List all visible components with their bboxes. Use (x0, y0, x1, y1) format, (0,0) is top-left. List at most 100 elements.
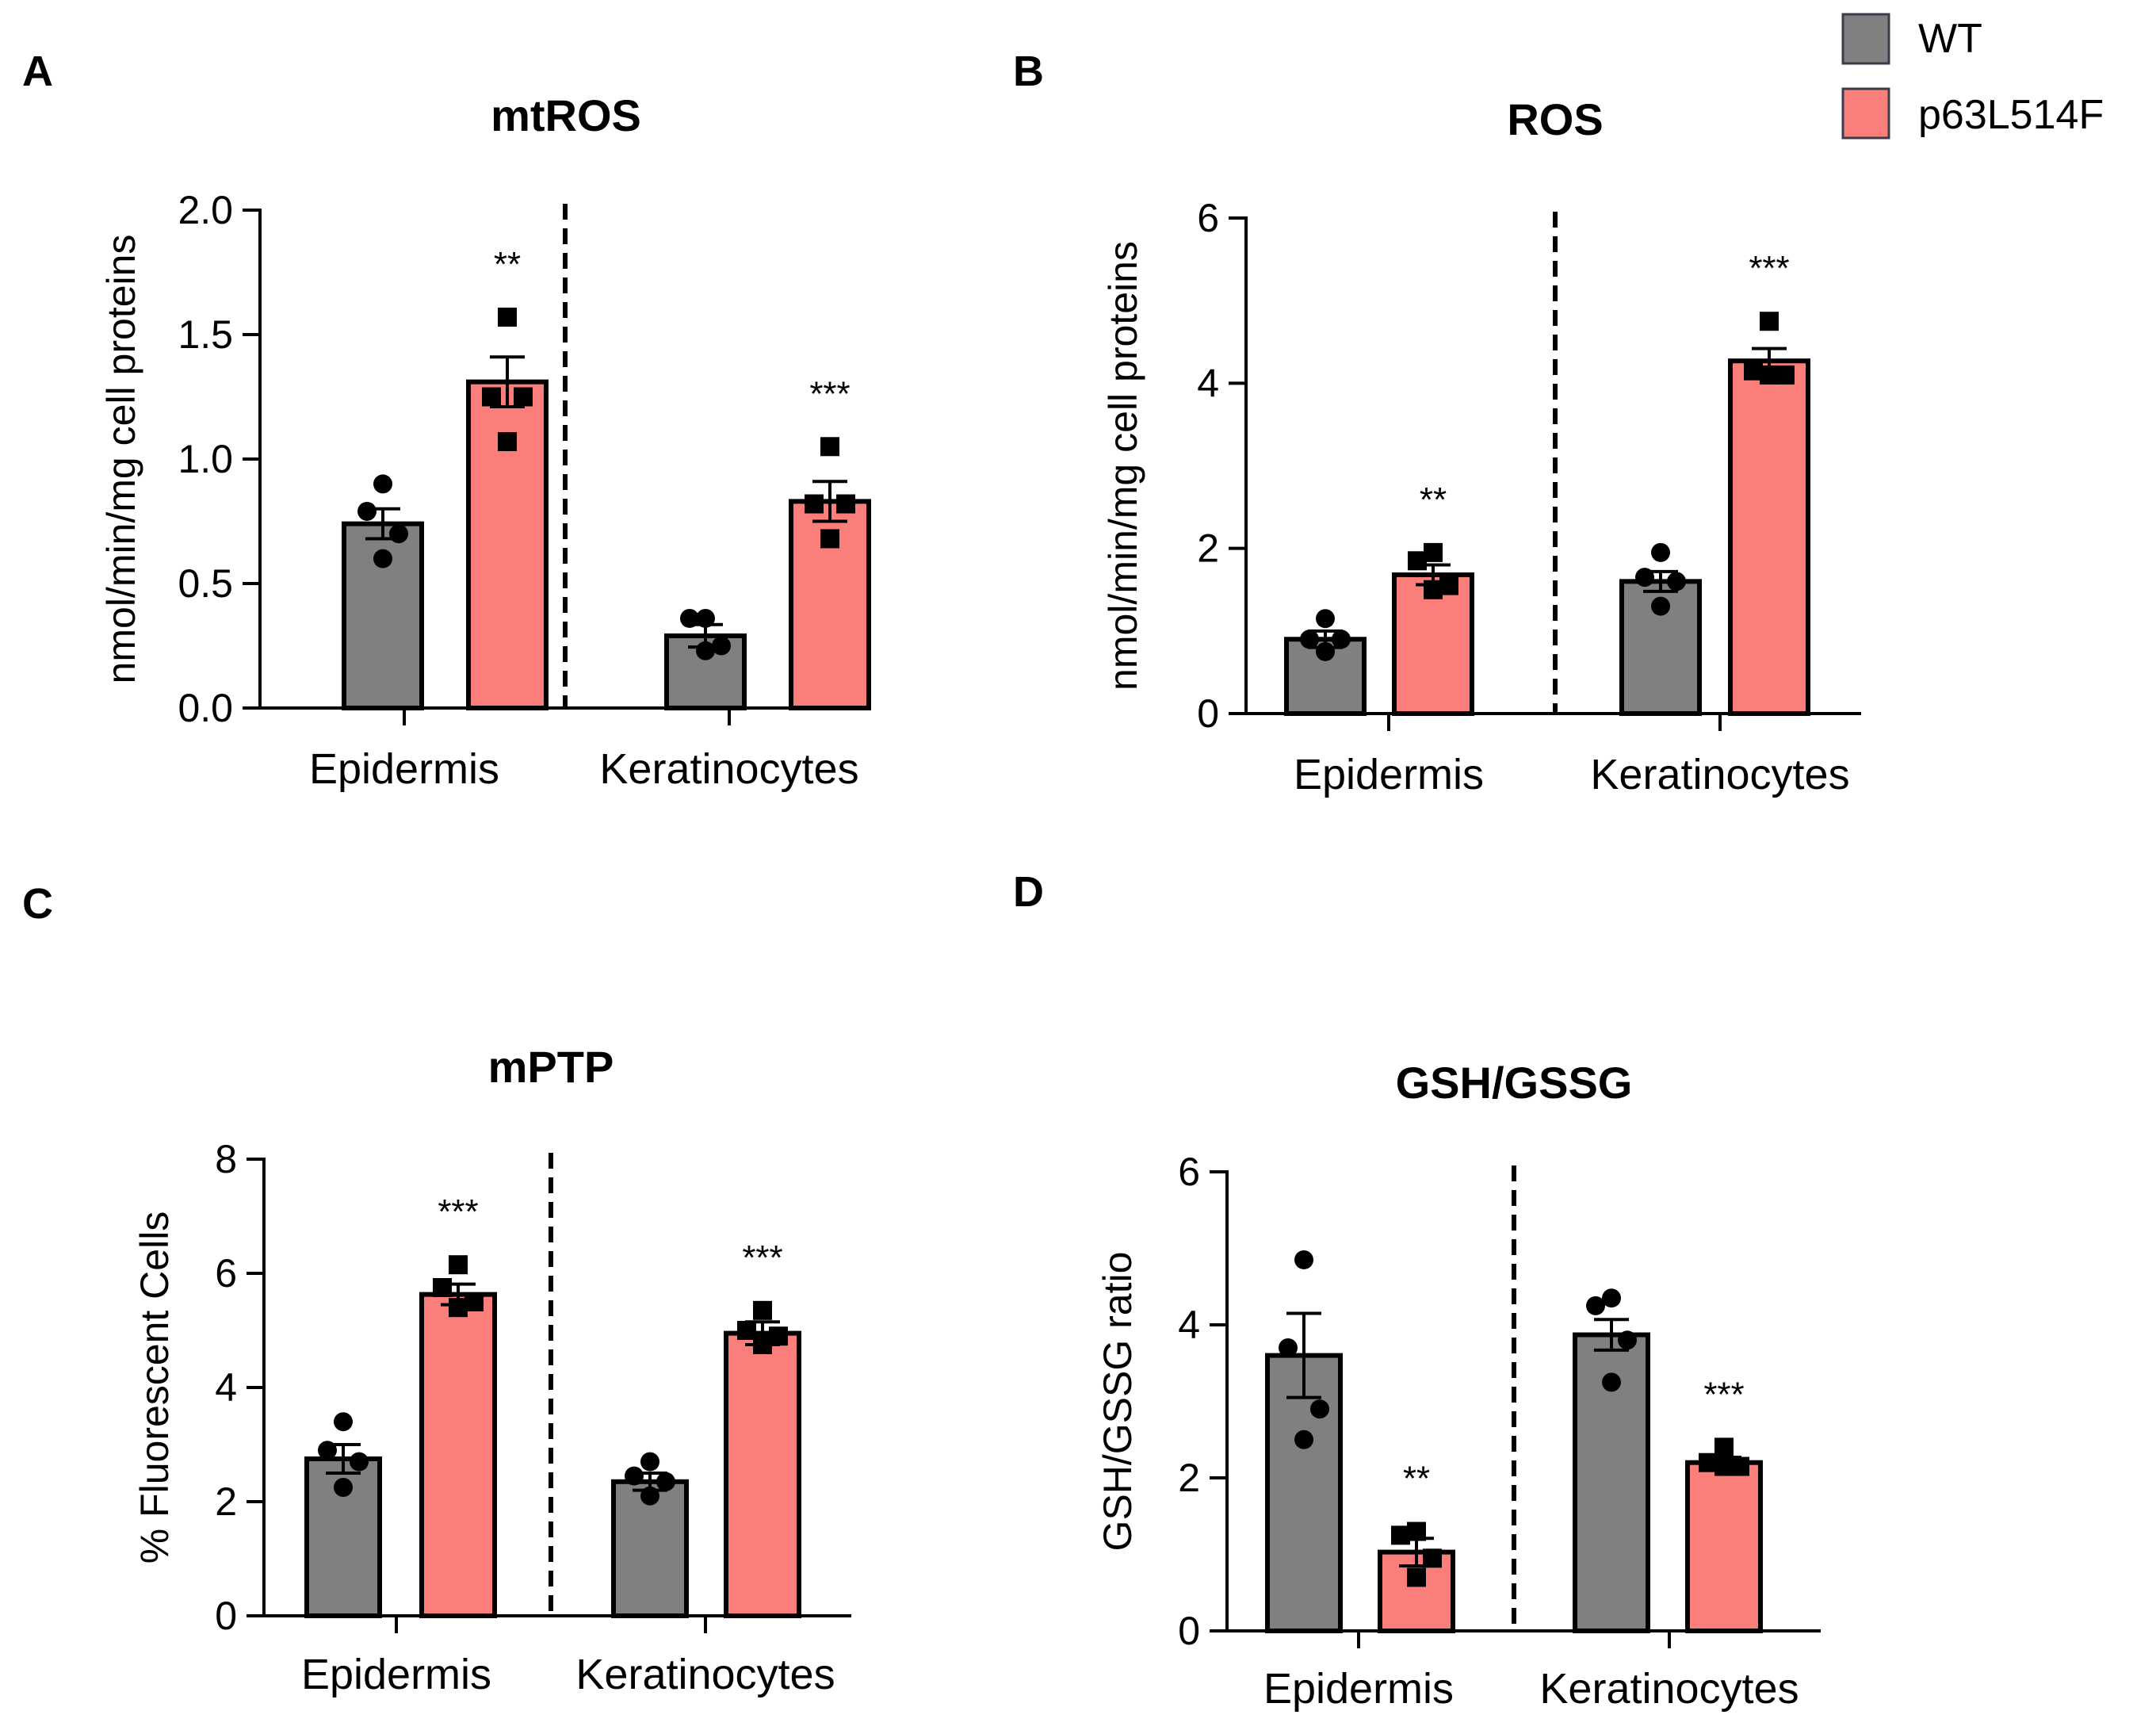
data-point (1316, 641, 1335, 661)
significance-label: ** (1403, 1460, 1430, 1498)
data-point (625, 1466, 644, 1486)
data-point (805, 494, 824, 514)
data-point (712, 636, 731, 656)
bar-mut (1685, 1460, 1763, 1633)
data-point (373, 474, 392, 494)
data-point (753, 1300, 772, 1320)
data-point (334, 1412, 353, 1432)
x-tick-label: Epidermis (301, 1651, 491, 1698)
data-point (640, 1452, 659, 1472)
bar-mut (1728, 358, 1810, 716)
significance-label: *** (809, 374, 850, 413)
data-point (820, 529, 839, 549)
chart-title: mtROS (491, 90, 641, 140)
data-point (389, 524, 408, 544)
data-point (1760, 365, 1779, 385)
data-point (1714, 1456, 1734, 1476)
data-point (1635, 568, 1654, 588)
bar-mut (724, 1330, 801, 1618)
data-point (1332, 630, 1351, 649)
y-axis-label: nmol/min/mg cell proteins (1101, 241, 1145, 691)
y-tick-label: 0 (1197, 691, 1219, 736)
y-axis-label: GSH/GSSG ratio (1095, 1252, 1140, 1552)
panel-letter: A (22, 48, 53, 95)
data-point (753, 1335, 772, 1354)
bar-mut (466, 379, 549, 710)
chart-title: GSH/GSSG (1396, 1058, 1633, 1108)
y-tick-label: 8 (215, 1137, 237, 1181)
legend: WT p63L514F (1841, 13, 2104, 140)
x-tick-label: Epidermis (1294, 751, 1484, 798)
legend-swatch-wt (1841, 13, 1890, 65)
y-tick-label: 1.0 (178, 437, 233, 481)
y-tick-label: 4 (1178, 1303, 1200, 1347)
data-point (1667, 572, 1686, 591)
data-point (449, 1298, 468, 1318)
y-tick-label: 0 (215, 1594, 237, 1638)
data-point (1279, 1338, 1298, 1357)
significance-label: *** (1703, 1375, 1744, 1414)
significance-label: *** (438, 1192, 478, 1231)
bar-mut (419, 1292, 497, 1618)
data-point (373, 549, 392, 568)
panel-letter: B (1013, 48, 1044, 95)
data-point (318, 1441, 337, 1460)
significance-label: ** (494, 245, 521, 284)
chart-title: mPTP (488, 1042, 614, 1092)
data-point (334, 1478, 353, 1497)
significance-label: *** (1749, 249, 1789, 288)
y-tick-label: 6 (215, 1251, 237, 1296)
data-point (820, 437, 839, 457)
x-tick-label: Keratinocytes (1590, 751, 1849, 798)
data-point (1294, 1250, 1313, 1269)
legend-label-p63l514f: p63L514F (1918, 92, 2104, 138)
data-point (498, 308, 517, 327)
y-tick-label: 6 (1197, 196, 1219, 240)
data-point (350, 1452, 369, 1472)
data-point (514, 387, 533, 407)
data-point (498, 432, 517, 452)
panel-b: B ROS nmol/min/mg cell proteins 0 2 4 6 Epiderm… (1013, 48, 1861, 798)
data-point (1391, 1525, 1410, 1545)
data-point (449, 1255, 468, 1275)
data-point (1602, 1372, 1621, 1392)
legend-label-wt: WT (1918, 16, 1982, 62)
panel-letter: C (22, 880, 53, 928)
bar-wt (1265, 1353, 1343, 1633)
y-tick-label: 2.0 (178, 188, 233, 232)
data-point (1294, 1430, 1313, 1449)
y-axis-label: % Fluorescent Cells (132, 1211, 177, 1564)
y-tick-label: 2 (215, 1479, 237, 1524)
data-point (433, 1278, 452, 1297)
x-tick-label: Keratinocytes (1539, 1665, 1799, 1713)
data-point (696, 608, 715, 628)
data-point (696, 641, 715, 660)
data-point (836, 494, 855, 514)
legend-swatch-p63l514f (1841, 87, 1890, 140)
significance-label: *** (742, 1238, 782, 1277)
data-point (640, 1486, 659, 1506)
x-tick-label: Epidermis (309, 745, 499, 793)
chart-title: ROS (1507, 94, 1603, 144)
data-point (1300, 630, 1319, 649)
significance-label: ** (1420, 480, 1447, 519)
data-point (1407, 1567, 1426, 1587)
data-point (1586, 1296, 1605, 1315)
panel-letter: D (1013, 868, 1044, 916)
data-point (1408, 551, 1427, 571)
y-tick-label: 1.5 (178, 312, 233, 357)
data-point (482, 387, 501, 407)
data-point (1602, 1288, 1621, 1308)
data-point (1760, 312, 1779, 331)
y-tick-label: 6 (1178, 1150, 1200, 1194)
data-point (1618, 1330, 1637, 1350)
data-point (1424, 580, 1443, 599)
y-tick-label: 0 (1178, 1609, 1200, 1653)
data-point (656, 1472, 675, 1491)
y-axis-label: nmol/min/mg cell proteins (99, 235, 143, 684)
data-point (1423, 1548, 1442, 1568)
y-tick-label: 0.5 (178, 561, 233, 606)
